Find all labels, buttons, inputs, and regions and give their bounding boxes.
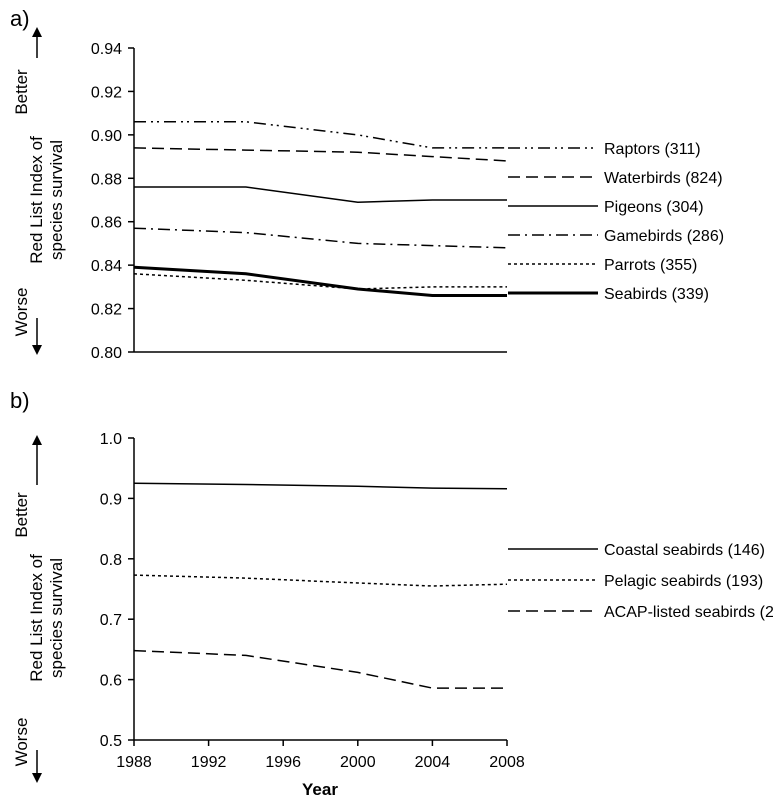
svg-text:Better: Better bbox=[12, 492, 31, 538]
y-tick-label: 0.6 bbox=[100, 673, 122, 690]
series-line-pigeons bbox=[134, 186, 507, 203]
legend-label-raptors: Raptors (311) bbox=[604, 141, 701, 158]
y-tick-label: 0.92 bbox=[91, 84, 122, 101]
panel-a-series bbox=[133, 121, 508, 297]
legend-label-coastal-seabirds: Coastal seabirds (146) bbox=[604, 542, 765, 559]
svg-text:species survival: species survival bbox=[47, 558, 66, 678]
x-tick-label: 2008 bbox=[489, 754, 525, 771]
series-line-raptors bbox=[134, 121, 507, 149]
legend-label-pelagic-seabirds: Pelagic seabirds (193) bbox=[604, 573, 763, 590]
svg-text:Worse: Worse bbox=[12, 718, 31, 767]
svg-text:Red List Index of: Red List Index of bbox=[27, 554, 46, 682]
y-tick-label: 0.80 bbox=[91, 345, 122, 362]
panel-b-label: b) bbox=[10, 388, 30, 413]
panel-a-ticks: 0.80 0.82 0.84 0.86 0.88 0.90 0.92 0.94 bbox=[91, 41, 134, 362]
legend-label-seabirds: Seabirds (339) bbox=[604, 286, 709, 303]
x-tick-label: 2004 bbox=[415, 754, 451, 771]
y-tick-label: 0.90 bbox=[91, 128, 122, 145]
series-line-parrots bbox=[133, 273, 507, 290]
svg-text:Red List Index of: Red List Index of bbox=[27, 136, 46, 264]
legend-label-acap-listed-seabirds: ACAP-listed seabirds (29) bbox=[604, 604, 773, 621]
y-tick-label: 0.8 bbox=[100, 552, 122, 569]
y-tick-label: 0.7 bbox=[100, 612, 122, 629]
legend-label-gamebirds: Gamebirds (286) bbox=[604, 228, 724, 245]
series-line-waterbirds bbox=[133, 147, 508, 162]
panel-b-worse-label: Worse bbox=[12, 718, 31, 767]
x-tick-label: 1992 bbox=[191, 754, 227, 771]
x-tick-label: 1996 bbox=[265, 754, 301, 771]
svg-text:species survival: species survival bbox=[47, 140, 66, 260]
legend-label-waterbirds: Waterbirds (824) bbox=[604, 170, 723, 187]
x-tick-label: 2000 bbox=[340, 754, 376, 771]
y-tick-label: 0.86 bbox=[91, 215, 122, 232]
series-line-gamebirds bbox=[133, 227, 508, 249]
panel-b-better-label: Better bbox=[12, 492, 31, 538]
y-tick-label: 0.94 bbox=[91, 41, 122, 58]
panel-a-label: a) bbox=[10, 6, 30, 31]
y-tick-label: 0.82 bbox=[91, 302, 122, 319]
panel-b-ylabel: Red List Index of species survival bbox=[27, 554, 66, 682]
panel-b-xlabel: Year bbox=[302, 780, 338, 799]
legend-label-parrots: Parrots (355) bbox=[604, 257, 697, 274]
y-tick-label: 1.0 bbox=[100, 431, 122, 448]
series-line-coastal-seabirds bbox=[133, 482, 508, 490]
legend-label-pigeons: Pigeons (304) bbox=[604, 199, 704, 216]
x-tick-label: 1988 bbox=[116, 754, 152, 771]
panel-a-better-label: Better bbox=[12, 69, 31, 115]
y-tick-label: 0.88 bbox=[91, 171, 122, 188]
series-line-seabirds bbox=[133, 265, 507, 297]
svg-text:Better: Better bbox=[12, 69, 31, 115]
y-tick-label: 0.9 bbox=[100, 491, 122, 508]
y-tick-label: 0.5 bbox=[100, 733, 122, 750]
series-line-acap-listed-seabirds bbox=[133, 649, 507, 689]
series-line-pelagic-seabirds bbox=[133, 574, 508, 587]
panel-a-worse-label: Worse bbox=[12, 288, 31, 337]
panel-a-legend: Raptors (311) Waterbirds (824) Pigeons (30… bbox=[508, 141, 724, 303]
svg-text:Worse: Worse bbox=[12, 288, 31, 337]
panel-b-legend: Coastal seabirds (146) Pelagic seabirds (… bbox=[508, 542, 773, 621]
y-tick-label: 0.84 bbox=[91, 258, 122, 275]
panel-b-series bbox=[133, 482, 508, 689]
panel-a-ylabel: Red List Index of species survival bbox=[27, 136, 66, 264]
panel-b-ticks: 0.5 0.6 0.7 0.8 0.9 1.0 1988 1992 1996 2000 2004 20… bbox=[100, 431, 525, 771]
